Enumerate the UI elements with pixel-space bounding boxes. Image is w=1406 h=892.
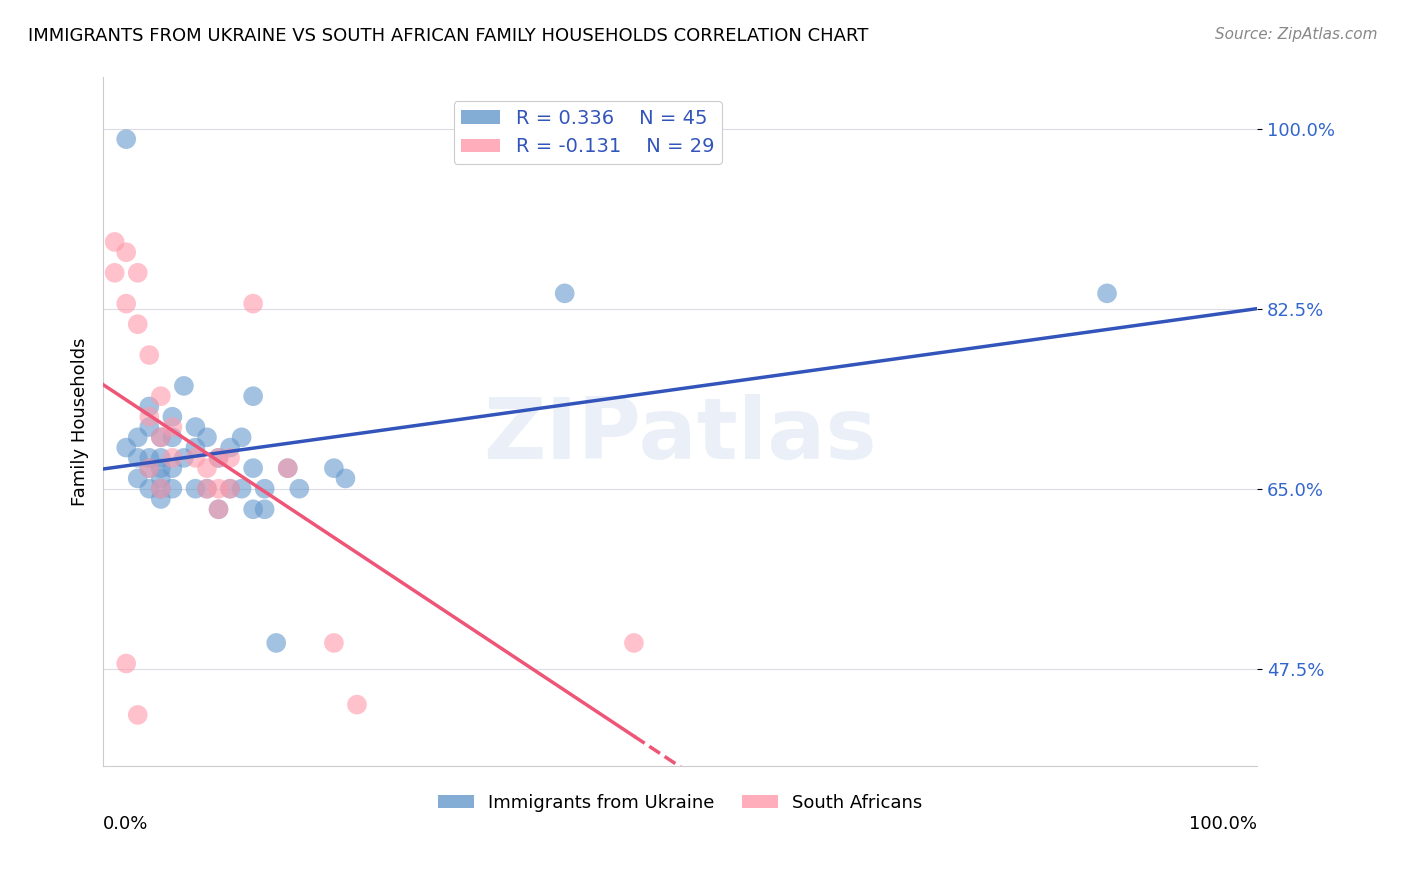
Point — [195, 482, 218, 496]
Point — [149, 430, 172, 444]
Point — [184, 420, 207, 434]
Point — [207, 502, 229, 516]
Point — [219, 441, 242, 455]
Point — [138, 400, 160, 414]
Point — [184, 441, 207, 455]
Point — [127, 450, 149, 465]
Point — [195, 482, 218, 496]
Point — [195, 430, 218, 444]
Point — [162, 409, 184, 424]
Point — [207, 450, 229, 465]
Point — [127, 266, 149, 280]
Point — [554, 286, 576, 301]
Point — [322, 636, 344, 650]
Point — [149, 482, 172, 496]
Point — [207, 482, 229, 496]
Point — [242, 502, 264, 516]
Point — [219, 450, 242, 465]
Point — [277, 461, 299, 475]
Point — [115, 296, 138, 310]
Point — [115, 441, 138, 455]
Point — [335, 471, 357, 485]
Point — [115, 657, 138, 671]
Point — [138, 482, 160, 496]
Point — [138, 461, 160, 475]
Legend: Immigrants from Ukraine, South Africans: Immigrants from Ukraine, South Africans — [430, 787, 929, 819]
Point — [162, 461, 184, 475]
Text: 0.0%: 0.0% — [103, 814, 149, 832]
Point — [149, 430, 172, 444]
Point — [207, 502, 229, 516]
Point — [264, 636, 287, 650]
Point — [322, 461, 344, 475]
Point — [127, 317, 149, 331]
Point — [115, 132, 138, 146]
Point — [115, 245, 138, 260]
Point — [149, 450, 172, 465]
Point — [242, 296, 264, 310]
Point — [149, 461, 172, 475]
Point — [623, 636, 645, 650]
Point — [138, 450, 160, 465]
Point — [242, 461, 264, 475]
Point — [162, 430, 184, 444]
Point — [173, 379, 195, 393]
Point — [1095, 286, 1118, 301]
Point — [138, 409, 160, 424]
Point — [184, 450, 207, 465]
Point — [219, 482, 242, 496]
Point — [149, 471, 172, 485]
Text: Source: ZipAtlas.com: Source: ZipAtlas.com — [1215, 27, 1378, 42]
Point — [231, 430, 253, 444]
Point — [288, 482, 311, 496]
Point — [138, 348, 160, 362]
Point — [138, 461, 160, 475]
Point — [162, 482, 184, 496]
Point — [104, 266, 127, 280]
Point — [277, 461, 299, 475]
Point — [173, 450, 195, 465]
Point — [162, 420, 184, 434]
Text: ZIPatlas: ZIPatlas — [484, 394, 877, 477]
Point — [207, 450, 229, 465]
Point — [127, 471, 149, 485]
Point — [346, 698, 368, 712]
Point — [242, 389, 264, 403]
Point — [149, 482, 172, 496]
Point — [104, 235, 127, 249]
Point — [253, 482, 276, 496]
Point — [149, 491, 172, 506]
Y-axis label: Family Households: Family Households — [72, 338, 89, 506]
Point — [149, 389, 172, 403]
Point — [162, 450, 184, 465]
Point — [195, 461, 218, 475]
Point — [138, 420, 160, 434]
Point — [253, 502, 276, 516]
Text: 100.0%: 100.0% — [1189, 814, 1257, 832]
Point — [127, 430, 149, 444]
Point — [127, 707, 149, 722]
Point — [231, 482, 253, 496]
Point — [184, 482, 207, 496]
Point — [219, 482, 242, 496]
Text: IMMIGRANTS FROM UKRAINE VS SOUTH AFRICAN FAMILY HOUSEHOLDS CORRELATION CHART: IMMIGRANTS FROM UKRAINE VS SOUTH AFRICAN… — [28, 27, 869, 45]
